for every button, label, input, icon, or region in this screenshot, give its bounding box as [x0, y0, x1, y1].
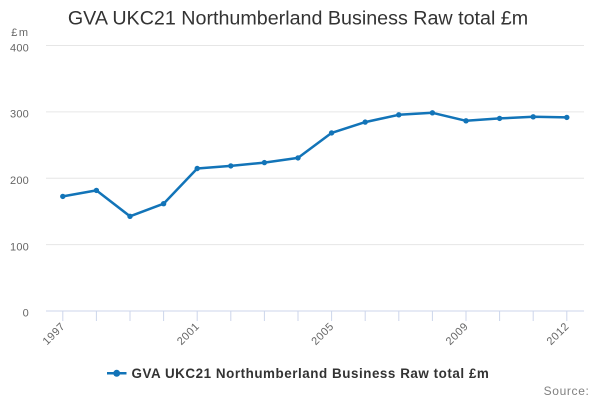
svg-text:0: 0 — [23, 308, 29, 320]
svg-text:100: 100 — [10, 241, 29, 253]
svg-text:GVA UKC21 Northumberland Busin: GVA UKC21 Northumberland Business Raw to… — [68, 8, 528, 30]
svg-text:200: 200 — [10, 175, 29, 187]
svg-text:GVA UKC21 Northumberland Busin: GVA UKC21 Northumberland Business Raw to… — [132, 366, 490, 381]
svg-text:£m: £m — [11, 27, 29, 39]
svg-text:400: 400 — [10, 42, 29, 54]
svg-text:Source:: Source: — [544, 384, 590, 398]
svg-text:300: 300 — [10, 109, 29, 121]
